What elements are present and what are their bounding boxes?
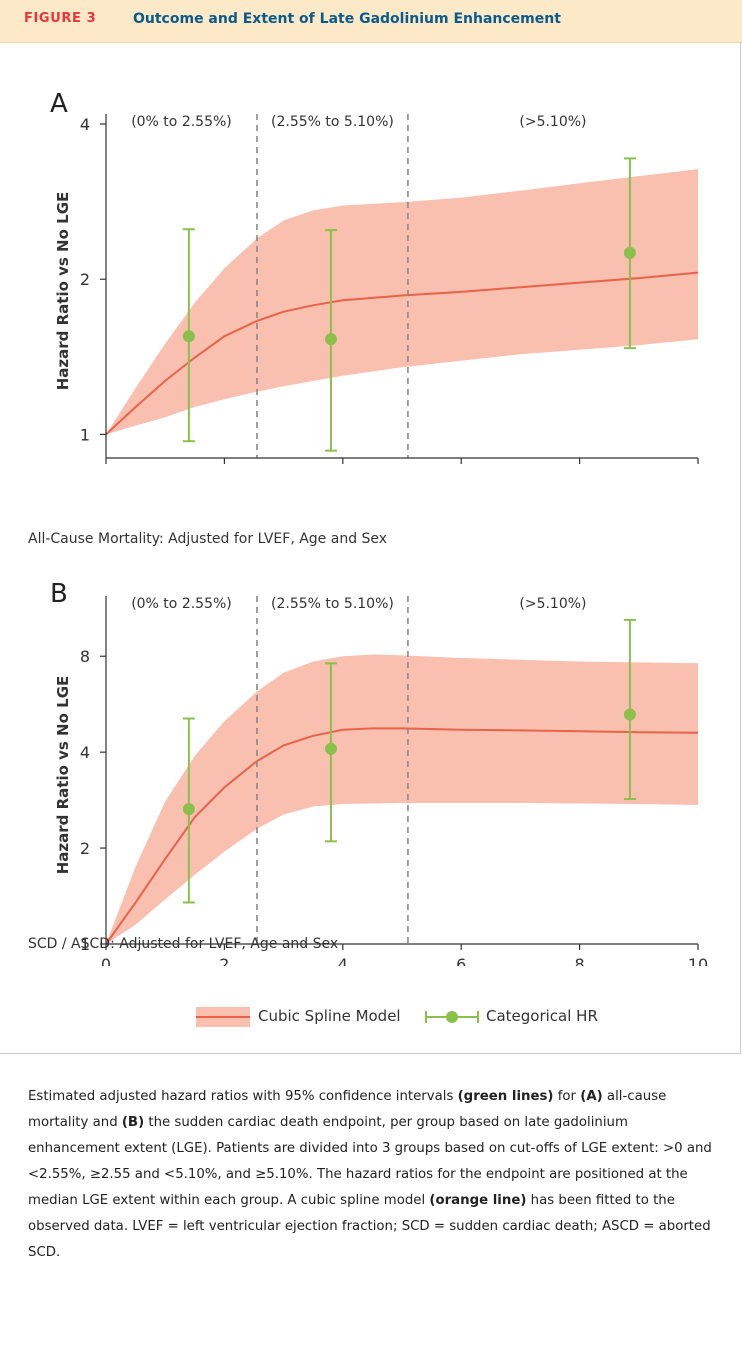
categorical-point xyxy=(623,708,636,721)
x-tick-label: 6 xyxy=(456,469,466,470)
x-tick-label: 6 xyxy=(456,955,466,966)
group-label: (0% to 2.55%) xyxy=(131,114,232,130)
chart-panel-a: A (0% to 2.55%) (2.55% to 5.10%) (>5.10%) 0 2… xyxy=(50,89,708,470)
caption-part: Estimated adjusted hazard ratios with 95… xyxy=(28,1089,458,1104)
figure-label-text: FIGURE xyxy=(24,11,82,26)
group-label: (0% to 2.55%) xyxy=(131,596,232,612)
categorical-point xyxy=(623,246,636,259)
caption-bold: (green lines) xyxy=(457,1089,554,1104)
y-tick-label: 4 xyxy=(80,743,90,762)
caption-bold: (B) xyxy=(121,1115,145,1130)
categorical-point xyxy=(324,333,337,346)
figure-header: FIGURE 3 Outcome and Extent of Late Gado… xyxy=(0,0,742,43)
y-tick-label: 2 xyxy=(80,270,90,289)
chart-panel-b: B (0% to 2.55%) (2.55% to 5.10%) (>5.10%) 0 2… xyxy=(50,579,708,966)
categorical-legend-label: Categorical HR xyxy=(486,1007,598,1025)
x-tick-label: 10 xyxy=(688,469,708,470)
spline-legend-label: Cubic Spline Model xyxy=(258,1007,401,1025)
x-tick-label: 8 xyxy=(575,469,585,470)
confidence-band xyxy=(106,654,698,944)
panel-a-subtitle: All-Cause Mortality: Adjusted for LVEF, … xyxy=(28,531,388,547)
y-tick-label: 1 xyxy=(80,425,90,444)
categorical-point xyxy=(182,330,195,343)
spline-legend-swatch xyxy=(196,1007,250,1027)
confidence-band xyxy=(106,169,698,435)
y-tick-label: 4 xyxy=(80,115,90,134)
categorical-legend-swatch xyxy=(425,1011,479,1023)
y-tick-label: 1 xyxy=(80,935,90,954)
group-label: (>5.10%) xyxy=(519,114,586,130)
x-tick-label: 2 xyxy=(219,955,229,966)
x-tick-label: 10 xyxy=(688,955,708,966)
x-tick-label: 8 xyxy=(575,955,585,966)
group-label: (>5.10%) xyxy=(519,596,586,612)
figure-box xyxy=(0,42,741,1054)
caption-part: the sudden cardiac death endpoint, per g… xyxy=(28,1115,712,1208)
panel-label: A xyxy=(50,89,68,119)
y-axis-label: Hazard Ratio vs No LGE xyxy=(54,676,72,875)
spline-line xyxy=(105,271,699,436)
panel-b-subtitle: SCD / ASCD: Adjusted for LVEF, Age and S… xyxy=(28,936,339,952)
y-axis-label: Hazard Ratio vs No LGE xyxy=(54,192,72,391)
x-tick-label: 4 xyxy=(338,469,348,470)
spline-line xyxy=(105,727,699,945)
x-tick-label: 2 xyxy=(219,469,229,470)
figure-label: FIGURE 3 xyxy=(24,11,96,26)
y-tick-label: 8 xyxy=(80,647,90,666)
y-tick-label: 2 xyxy=(80,839,90,858)
categorical-point xyxy=(324,742,337,755)
panel-label: B xyxy=(50,579,68,609)
categorical-point xyxy=(182,803,195,816)
caption-part: for xyxy=(553,1089,581,1104)
x-tick-label: 4 xyxy=(338,955,348,966)
group-label: (2.55% to 5.10%) xyxy=(271,596,394,612)
group-label: (2.55% to 5.10%) xyxy=(271,114,394,130)
figure-caption: Estimated adjusted hazard ratios with 95… xyxy=(28,1084,718,1266)
caption-part: all-cause mortality and xyxy=(28,1089,667,1130)
figure-title: Outcome and Extent of Late Gadolinium En… xyxy=(133,11,561,27)
x-tick-label: 0 xyxy=(101,955,111,966)
caption-bold: (orange line) xyxy=(429,1193,527,1208)
caption-bold: (A) xyxy=(580,1089,603,1104)
x-tick-label: 0 xyxy=(101,469,111,470)
figure-number: 3 xyxy=(86,11,97,26)
caption-part: has been fitted to the observed data. LV… xyxy=(28,1193,711,1260)
